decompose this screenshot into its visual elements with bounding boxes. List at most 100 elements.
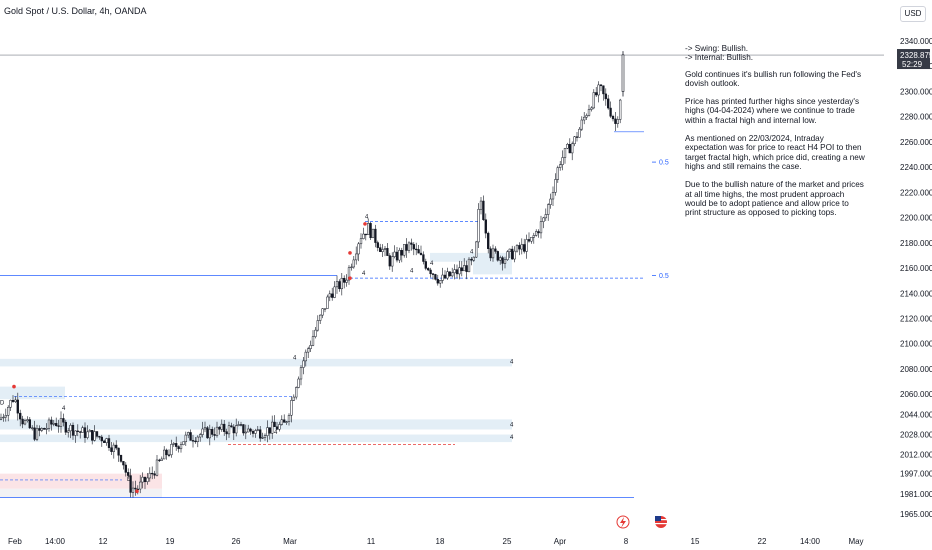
candle-body: [511, 248, 514, 260]
candle-body: [331, 293, 334, 298]
candle-body: [86, 431, 89, 438]
candle-body: [119, 454, 123, 462]
candle-body: [460, 267, 463, 272]
candle-body: [179, 444, 183, 450]
candle-body: [338, 281, 341, 290]
candle-body: [523, 244, 526, 252]
candle-body: [434, 274, 437, 280]
y-tick-label: 1965.000: [900, 510, 932, 519]
x-tick-label: 14:00: [800, 537, 821, 546]
candle-body: [239, 424, 243, 426]
candle-body: [163, 449, 166, 460]
candle-body: [592, 92, 595, 109]
candle-body: [530, 236, 533, 242]
price-tag: [897, 49, 930, 70]
candle-body: [513, 250, 516, 260]
candle-body: [307, 348, 310, 353]
candle-body: [191, 440, 195, 442]
lightning-icon: [616, 515, 630, 529]
candle-body: [535, 231, 538, 236]
candle-body: [143, 476, 147, 483]
candle-body: [167, 454, 171, 456]
price-axis-bg: [884, 30, 932, 550]
candle-body: [369, 223, 372, 239]
y-tick-label: 2012.000: [900, 451, 932, 460]
candle-body: [383, 248, 387, 250]
x-tick-label: 22: [758, 537, 767, 546]
candle-body: [412, 244, 415, 250]
candle-body: [71, 424, 75, 436]
zone: [0, 419, 512, 430]
candle-body: [59, 418, 63, 427]
y-tick-label: 1981.000: [900, 490, 932, 499]
candle-body: [105, 438, 108, 443]
x-tick-label: 18: [436, 537, 445, 546]
candle-body: [259, 429, 262, 439]
candle-body: [417, 249, 420, 254]
candle-body: [604, 93, 607, 100]
candle-body: [427, 268, 430, 271]
candle-body: [611, 115, 615, 120]
candle-body: [587, 109, 591, 116]
candle-body: [146, 477, 149, 483]
candle-body: [578, 128, 581, 138]
candle-body: [271, 421, 274, 434]
candle-body: [359, 238, 363, 245]
pivot-dot: [363, 222, 367, 226]
candle-body: [503, 259, 507, 264]
candle-body: [81, 427, 84, 433]
candle-body: [266, 427, 269, 436]
candle-body: [333, 286, 336, 298]
candle-body: [139, 481, 142, 490]
candle-body: [26, 419, 29, 421]
candle-body: [76, 430, 79, 432]
candle-body: [165, 449, 168, 456]
x-tick-label: Feb: [8, 537, 22, 546]
candle-body: [599, 84, 603, 87]
analysis-note: -> Swing: Bullish. -> Internal: Bullish.…: [685, 44, 865, 226]
pivot-label: D: [0, 400, 5, 406]
candle-body: [398, 250, 401, 261]
candle-body: [275, 426, 279, 430]
candle-body: [527, 239, 531, 242]
candle-body: [11, 399, 15, 402]
candle-body: [117, 447, 120, 456]
candle-body: [141, 476, 144, 483]
candle-body: [211, 428, 214, 435]
candle-body: [561, 157, 564, 165]
x-tick-label: 11: [367, 537, 376, 546]
candle-body: [247, 428, 250, 433]
candle-body: [187, 432, 190, 436]
candle-body: [242, 424, 245, 434]
chart-marks: 0.5 0.5 D D: [0, 160, 669, 529]
candle-body: [256, 429, 259, 431]
y-tick-label: 2100.000: [900, 340, 932, 349]
candle-body: [379, 247, 382, 252]
candle-body: [448, 271, 451, 277]
y-tick-label: 2220.000: [900, 188, 932, 197]
candle-body: [213, 434, 216, 436]
pivot-dot: [135, 489, 139, 494]
currency-button[interactable]: USD: [900, 6, 926, 22]
candle-body: [196, 436, 199, 442]
candle-body: [376, 242, 379, 248]
candle-body: [129, 475, 132, 493]
candle-body: [268, 427, 271, 434]
candle-body: [400, 250, 403, 256]
candle-body: [374, 228, 377, 243]
zone-label: 4: [510, 359, 514, 365]
instrument-title: Gold Spot / U.S. Dollar, 4h, OANDA: [4, 6, 147, 16]
candle-body: [571, 143, 574, 154]
candle-body: [19, 412, 22, 420]
candle-body: [302, 360, 305, 368]
candle-body: [235, 425, 238, 434]
candle-body: [446, 271, 449, 279]
supply-demand-zones: 4 4 4 4 4 4 4 4 4 4 4: [0, 214, 514, 498]
candle-body: [489, 248, 492, 259]
candle-body: [424, 261, 427, 269]
candle-body: [494, 248, 497, 252]
candle-body: [345, 279, 348, 283]
candle-body: [441, 274, 444, 281]
candle-body: [616, 119, 619, 124]
